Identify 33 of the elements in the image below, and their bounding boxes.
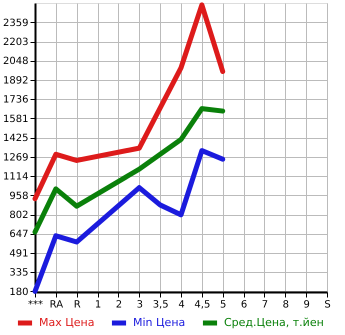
x-tick-label: 6 xyxy=(240,300,248,310)
y-tick-label: 180 xyxy=(9,286,28,298)
y-tick-label: 491 xyxy=(9,248,28,260)
y-tick-label: 2359 xyxy=(3,18,28,29)
y-tick-label: 1581 xyxy=(3,114,28,125)
x-tick-label: R xyxy=(74,300,81,310)
y-tick-label: 335 xyxy=(9,268,28,279)
x-tick-label: 3,5 xyxy=(152,300,169,310)
x-tick-label: RA xyxy=(50,300,64,310)
x-tick-label: 4,5 xyxy=(194,300,210,310)
y-tick-label: 647 xyxy=(9,229,28,240)
y-tick-label: 1736 xyxy=(3,94,28,106)
legend-label: Min Цена xyxy=(133,316,186,329)
y-tick-label: 1114 xyxy=(3,172,28,183)
x-tick-label: S xyxy=(324,300,331,310)
legend-label: Max Цена xyxy=(39,316,94,329)
y-tick-label: 2048 xyxy=(3,56,28,68)
x-tick-label: 8 xyxy=(282,300,289,310)
x-tick-label: 2 xyxy=(116,300,122,310)
x-tick-label: 4 xyxy=(178,300,185,310)
x-tick-label: *** xyxy=(28,300,43,310)
x-tick-label: 5 xyxy=(220,300,226,310)
x-tick-label: 7 xyxy=(262,300,268,310)
y-tick-label: 1892 xyxy=(3,75,28,86)
x-tick-label: 9 xyxy=(303,300,310,310)
y-tick-label: 958 xyxy=(9,190,28,202)
y-tick-label: 2203 xyxy=(3,37,28,48)
x-tick-label: 1 xyxy=(94,300,102,310)
x-tick-label: 3 xyxy=(136,300,143,310)
y-tick-label: 1269 xyxy=(3,152,28,164)
y-tick-label: 1425 xyxy=(3,133,28,144)
y-tick-label: 802 xyxy=(9,210,28,222)
legend-label: Сред.Цена, т.йен xyxy=(224,316,324,329)
